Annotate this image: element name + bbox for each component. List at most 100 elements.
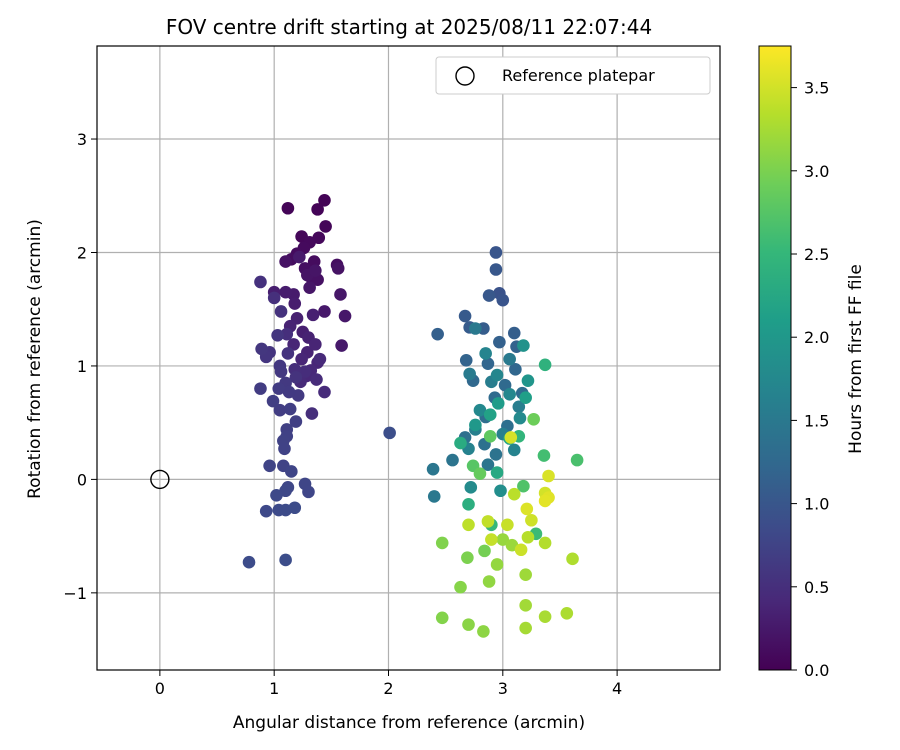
x-tick-label: 3 (498, 679, 508, 698)
data-point (490, 368, 504, 382)
x-tick-label: 2 (383, 679, 393, 698)
data-point (427, 490, 441, 503)
data-point (490, 558, 504, 571)
data-point (473, 403, 487, 417)
data-point (481, 357, 495, 370)
data-point (319, 220, 332, 233)
colorbar-tick-label: 2.0 (804, 328, 829, 347)
data-point (538, 536, 552, 550)
data-point (527, 412, 540, 426)
grid-lines (97, 46, 720, 670)
data-point (259, 504, 273, 518)
data-point (267, 291, 281, 305)
data-point (282, 385, 296, 399)
colorbar-tick-label: 1.0 (804, 495, 829, 514)
data-point (289, 415, 303, 428)
data-point (273, 403, 287, 417)
data-point (496, 533, 510, 546)
data-point (489, 246, 503, 259)
data-point (478, 544, 491, 558)
data-point (283, 402, 297, 416)
x-axis-label: Angular distance from reference (arcmin) (233, 713, 585, 733)
chart-title: FOV centre drift starting at 2025/08/11 … (166, 15, 652, 39)
data-point (520, 502, 534, 516)
data-point (521, 530, 535, 544)
y-axis-label: Rotation from reference (arcmin) (25, 219, 45, 499)
x-tick-label: 0 (155, 679, 165, 698)
data-point (295, 352, 308, 366)
data-point (490, 466, 504, 479)
colorbar-tick-label: 3.5 (804, 79, 829, 98)
data-point (483, 408, 497, 422)
data-point (501, 518, 514, 532)
data-point (519, 391, 532, 405)
data-point (462, 518, 475, 532)
data-point (481, 515, 495, 528)
data-point (285, 465, 298, 478)
data-point (469, 322, 482, 335)
colorbar-tick-label: 2.5 (804, 245, 829, 264)
data-point (255, 342, 268, 356)
data-point (481, 458, 495, 471)
data-point (318, 305, 331, 318)
data-point (509, 363, 522, 376)
data-point (318, 193, 331, 207)
data-point (507, 443, 521, 457)
x-tick-label: 1 (269, 679, 279, 698)
data-point (311, 203, 324, 216)
y-tick-label: −1 (63, 584, 87, 603)
data-point (462, 618, 475, 631)
data-point (493, 335, 506, 349)
data-point (303, 281, 316, 294)
colorbar-tick-label: 1.5 (804, 411, 829, 430)
data-point (482, 575, 496, 588)
data-point (271, 329, 284, 342)
y-tick-label: 2 (77, 243, 87, 262)
colorbar: 0.0 0.5 1.0 1.5 2.0 2.5 3.0 3.5 (758, 45, 829, 680)
legend-label: Reference platepar (502, 66, 655, 85)
data-point (538, 610, 552, 623)
data-point (519, 599, 532, 612)
data-point (517, 479, 530, 493)
data-point (274, 365, 288, 378)
data-point (298, 365, 312, 378)
data-point (570, 453, 584, 467)
data-point (566, 552, 579, 566)
data-point (431, 327, 444, 341)
data-point (306, 308, 320, 322)
data-point (305, 407, 319, 420)
data-point (485, 533, 498, 546)
data-point (435, 611, 449, 625)
data-point (538, 358, 552, 372)
data-point (464, 481, 478, 494)
data-point (289, 370, 303, 384)
data-point (446, 453, 459, 467)
data-point (331, 262, 345, 275)
data-point (272, 382, 286, 395)
data-point (489, 263, 503, 276)
data-point (537, 449, 551, 462)
data-point (507, 487, 521, 501)
data-point (338, 309, 352, 323)
data-point (454, 580, 467, 594)
data-point (519, 568, 532, 581)
data-point (242, 555, 256, 569)
colorbar-label: Hours from first FF file (846, 264, 866, 454)
data-point (503, 352, 516, 366)
data-point (287, 338, 300, 351)
legend-box (435, 56, 711, 95)
colorbar-tick-label: 0.0 (804, 661, 829, 680)
legend: Reference platepar (435, 56, 711, 95)
data-point (279, 255, 292, 268)
data-point (463, 367, 476, 381)
data-point (473, 467, 487, 481)
data-point (483, 429, 497, 443)
data-point (489, 448, 503, 461)
data-point (266, 394, 280, 408)
data-point (503, 388, 516, 401)
data-point (383, 426, 396, 440)
data-point (309, 338, 322, 351)
data-point (462, 498, 475, 511)
data-point (507, 326, 521, 340)
